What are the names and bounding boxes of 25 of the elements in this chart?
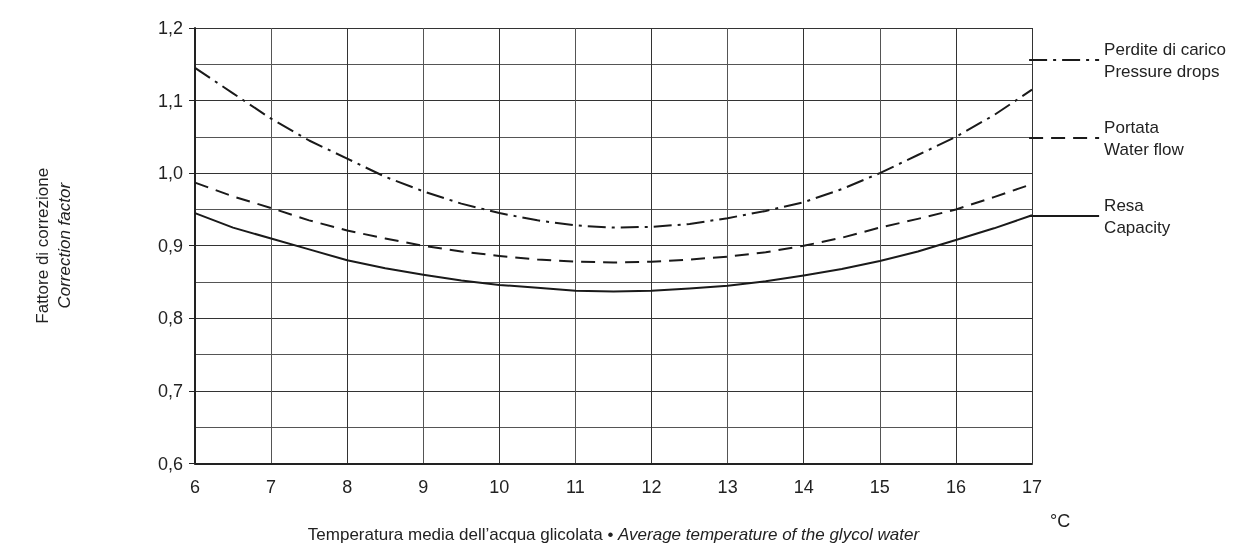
y-tick-label: 0,8 [157, 308, 183, 329]
legend-label: Perdite di carico Pressure drops [1104, 39, 1226, 81]
x-axis-title: Temperatura media dell’acqua glicolata • Average temperature of the glycol water [307, 525, 921, 544]
legend-label: Resa Capacity [1104, 195, 1171, 237]
x-tick-label: 13 [717, 476, 738, 497]
x-tick-label: 10 [489, 476, 510, 497]
y-axis-title: Fattore di correzione Correction factor [32, 167, 74, 324]
x-tick-label: 14 [793, 476, 814, 497]
x-tick-label: 12 [641, 476, 662, 497]
text: °C [1050, 511, 1071, 531]
x-tick-label: 7 [266, 476, 277, 497]
x-tick-label: 17 [1021, 476, 1043, 497]
y-tick-label: 0,7 [157, 380, 183, 401]
x-tick-label: 6 [189, 476, 201, 497]
y-tick-label: 0,6 [157, 453, 183, 474]
x-tick-label: 11 [566, 476, 585, 497]
x-tick-label: 8 [342, 476, 353, 497]
y-tick-label: 1,0 [157, 163, 183, 184]
y-tick-label: 1,1 [157, 90, 183, 111]
y-tick-label: 1,2 [157, 18, 183, 38]
x-tick-label: 16 [945, 476, 966, 497]
x-tick-label: 15 [869, 476, 890, 497]
legend-label: Portata Water flow [1104, 117, 1185, 159]
y-tick-label: 0,9 [157, 235, 183, 256]
x-tick-label: 9 [418, 476, 429, 497]
